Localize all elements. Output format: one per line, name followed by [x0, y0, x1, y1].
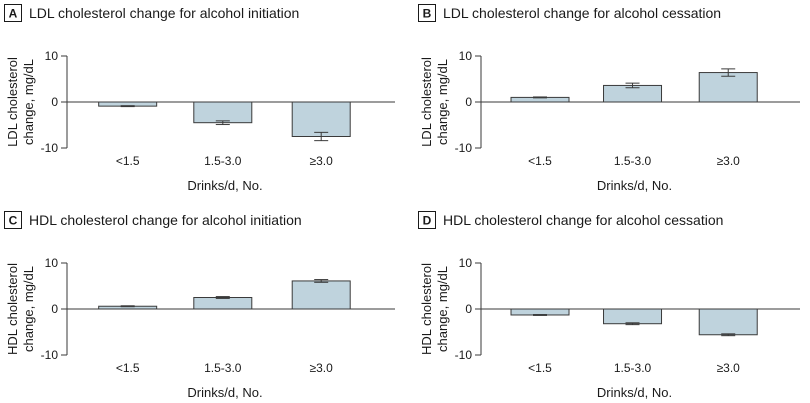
y-tick-label: 10: [459, 256, 473, 270]
x-tick-label: 1.5-3.0: [204, 361, 242, 375]
x-tick-label: ≥3.0: [310, 361, 334, 375]
y-axis-label-line: change, mg/dL: [435, 266, 450, 352]
bar: [698, 308, 758, 336]
x-tick-label: <1.5: [116, 154, 140, 168]
x-axis-label: Drinks/d, No.: [187, 385, 262, 400]
panel-letter: C: [9, 214, 18, 228]
y-axis-label: LDL cholesterolchange, mg/dL: [5, 57, 36, 147]
y-tick-label: 10: [45, 256, 59, 270]
x-tick-label: <1.5: [528, 154, 552, 168]
y-axis-label-line: HDL cholesterol: [419, 263, 434, 355]
x-tick-label: ≥3.0: [310, 154, 334, 168]
y-tick-label: 0: [465, 95, 472, 109]
x-tick-label: 1.5-3.0: [614, 154, 652, 168]
x-axis-label: Drinks/d, No.: [597, 385, 672, 400]
x-axis-label: Drinks/d, No.: [597, 178, 672, 193]
chart-panel-c: C HDL cholesterol change for alcohol init…: [4, 211, 395, 400]
x-tick-label: <1.5: [528, 361, 552, 375]
x-tick-label: 1.5-3.0: [204, 154, 242, 168]
y-tick-label: -10: [455, 141, 473, 155]
y-tick-label: -10: [455, 348, 473, 362]
y-axis-label-line: LDL cholesterol: [5, 57, 20, 147]
y-tick-label: 0: [51, 302, 58, 316]
panel-letter-box: [4, 211, 22, 229]
panel-letter: D: [423, 214, 432, 228]
chart-title: HDL cholesterol change for alcohol cessa…: [443, 212, 723, 228]
y-tick-label: -10: [41, 348, 59, 362]
panel-letter-box: [418, 4, 436, 22]
y-axis-label-line: change, mg/dL: [435, 59, 450, 145]
bar: [291, 280, 351, 310]
bar: [291, 101, 351, 137]
x-tick-label: ≥3.0: [717, 361, 741, 375]
bar: [193, 101, 253, 124]
x-tick-label: <1.5: [116, 361, 140, 375]
y-tick-label: 10: [459, 49, 473, 63]
panel-letter: A: [9, 7, 18, 21]
chart-panel-b: B LDL cholesterol change for alcohol cess…: [418, 4, 800, 193]
y-axis-label-line: change, mg/dL: [21, 59, 36, 145]
y-tick-label: -10: [41, 141, 59, 155]
panel-letter: B: [423, 7, 432, 21]
y-axis-label-line: change, mg/dL: [21, 266, 36, 352]
x-tick-label: 1.5-3.0: [614, 361, 652, 375]
panel-letter-box: [418, 211, 436, 229]
panel-letter-box: [4, 4, 22, 22]
y-axis-label-line: HDL cholesterol: [5, 263, 20, 355]
y-axis-label: HDL cholesterolchange, mg/dL: [5, 263, 36, 355]
y-axis-label-line: LDL cholesterol: [419, 57, 434, 147]
chart-panel-a: A LDL cholesterol change for alcohol init…: [4, 4, 395, 193]
chart-title: HDL cholesterol change for alcohol initi…: [29, 212, 302, 228]
chart-title: LDL cholesterol change for alcohol cessa…: [443, 5, 721, 21]
x-tick-label: ≥3.0: [717, 154, 741, 168]
y-axis-label: HDL cholesterolchange, mg/dL: [419, 263, 450, 355]
bar: [698, 72, 758, 103]
y-tick-label: 0: [465, 302, 472, 316]
chart-panel-d: D HDL cholesterol change for alcohol cess…: [418, 211, 800, 400]
x-axis-label: Drinks/d, No.: [187, 178, 262, 193]
y-axis-label: LDL cholesterolchange, mg/dL: [419, 57, 450, 147]
chart-title: LDL cholesterol change for alcohol initi…: [29, 5, 299, 21]
bar: [193, 297, 253, 310]
y-tick-label: 10: [45, 49, 59, 63]
y-tick-label: 0: [51, 95, 58, 109]
bar: [603, 308, 663, 325]
